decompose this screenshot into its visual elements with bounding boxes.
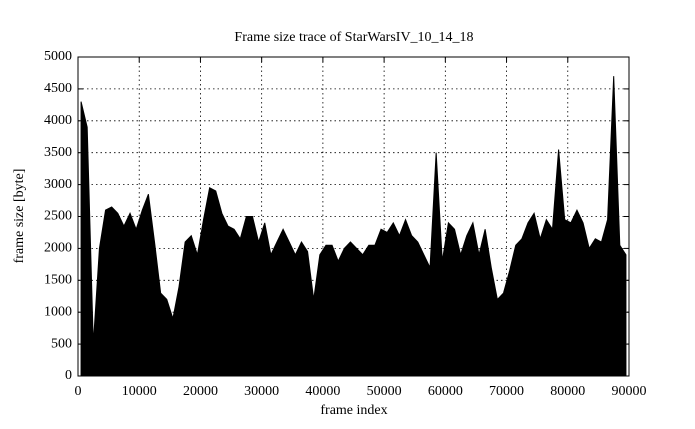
x-tick-label: 0 xyxy=(75,384,82,399)
y-tick-label: 2500 xyxy=(44,209,72,224)
x-tick-label: 80000 xyxy=(550,384,585,399)
x-axis-label: frame index xyxy=(320,403,387,418)
y-axis-label: frame size [byte] xyxy=(12,169,27,264)
y-tick-label: 2000 xyxy=(44,241,72,256)
x-tick-label: 40000 xyxy=(305,384,340,399)
plot-frame xyxy=(77,56,630,377)
x-tick-label: 20000 xyxy=(183,384,218,399)
y-tick-label: 4500 xyxy=(44,81,72,96)
x-tick-label: 50000 xyxy=(367,384,402,399)
y-tick-label: 4000 xyxy=(44,113,72,128)
y-tick-label: 5000 xyxy=(44,49,72,64)
x-tick-label: 90000 xyxy=(612,384,647,399)
y-tick-label: 1500 xyxy=(44,273,72,288)
chart-title: Frame size trace of StarWarsIV_10_14_18 xyxy=(234,30,473,45)
y-tick-label: 500 xyxy=(51,336,72,351)
x-tick-label: 60000 xyxy=(428,384,463,399)
x-tick-label: 30000 xyxy=(244,384,279,399)
x-tick-label: 10000 xyxy=(122,384,157,399)
y-tick-label: 3000 xyxy=(44,177,72,192)
y-tick-label: 1000 xyxy=(44,304,72,319)
x-tick-label: 70000 xyxy=(489,384,524,399)
area xyxy=(80,76,627,377)
y-tick-label: 0 xyxy=(65,368,72,383)
y-tick-label: 3500 xyxy=(44,145,72,160)
